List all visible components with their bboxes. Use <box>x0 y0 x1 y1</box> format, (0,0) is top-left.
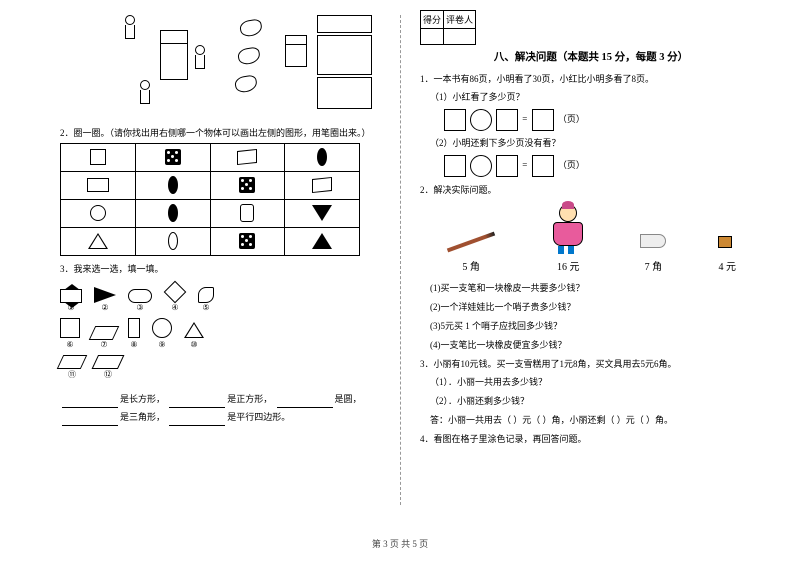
answer-line: 答：小丽一共用去（ ）元（ ）角，小丽还剩（ ）元（ ）角。 <box>430 413 762 426</box>
shape-table <box>60 143 360 256</box>
person-2 <box>195 45 205 69</box>
doll-icon <box>548 204 588 254</box>
blank-a: 是长方形， <box>120 394 165 404</box>
left-column: 2．圈一圈。（请你找出用右侧哪一个物体可以画出左侧的图形，用笔圈出来。） 3．我… <box>30 10 400 520</box>
eq1: = （页） <box>442 109 762 131</box>
shape-row-3: ⑪ ⑫ <box>60 355 392 380</box>
cloud-icon <box>234 74 258 94</box>
q3-text: 3．我来选一选，填一填。 <box>60 262 392 275</box>
label-11: ⑪ <box>60 369 84 380</box>
label-8: ⑧ <box>128 340 140 349</box>
whistle-icon <box>640 234 666 248</box>
q1-2: （2）小明还剩下多少页没有看？ <box>430 136 762 149</box>
item-eraser: 4 元 <box>718 236 736 273</box>
fridge-small <box>160 30 188 80</box>
person-1 <box>125 15 135 39</box>
eq2: = （页） <box>442 155 762 177</box>
label-9: ⑨ <box>152 340 172 349</box>
person-3 <box>140 80 150 104</box>
shape-row-2: ⑥ ⑦ ⑧ ⑨ ⑩ <box>60 318 392 349</box>
blank-b: 是正方形， <box>227 394 272 404</box>
label-2: ② <box>94 303 116 312</box>
q2-1: (1)买一支笔和一块橡皮一共要多少钱？ <box>430 281 762 294</box>
label-5: ⑤ <box>198 303 214 312</box>
fill-blanks: 是长方形， 是正方形， 是圆， 是三角形， 是平行四边形。 <box>60 390 392 426</box>
q2-2: (2)一个洋娃娃比一个哨子贵多少钱？ <box>430 300 762 313</box>
page-divider <box>400 15 402 505</box>
label-12: ⑫ <box>96 369 120 380</box>
q4: 4．看图在格子里涂色记录，再回答问题。 <box>420 432 762 445</box>
cloud-icon <box>237 46 261 66</box>
item-whistle: 7 角 <box>640 234 666 273</box>
blank-c: 是圆， <box>335 394 362 404</box>
score-label: 得分 <box>421 11 444 29</box>
unit-1: （页） <box>558 114 585 124</box>
label-4: ④ <box>164 303 186 312</box>
blank-e: 是平行四边形。 <box>227 412 290 422</box>
price-items: 5 角 16 元 7 角 4 元 <box>420 204 762 273</box>
q3: 3．小丽有10元钱。买一支雪糕用了1元8角，买文具用去5元6角。 <box>420 357 762 370</box>
q3-2: （2）．小丽还剩多少钱？ <box>430 394 762 407</box>
cloud-icon <box>239 18 263 38</box>
q2-text: 2．圈一圈。（请你找出用右侧哪一个物体可以画出左侧的图形，用笔圈出来。） <box>60 126 392 139</box>
item-doll: 16 元 <box>548 204 588 273</box>
blank-d: 是三角形， <box>120 412 165 422</box>
q2-3: (3)5元买 1 个哨子应找回多少钱？ <box>430 319 762 332</box>
label-10: ⑩ <box>184 340 204 349</box>
fridge-mid <box>285 35 307 67</box>
q1-1: （1）小红看了多少页？ <box>430 90 762 103</box>
q3-1: （1）．小丽一共用去多少钱？ <box>430 375 762 388</box>
score-header: 得分 评卷人 <box>420 10 762 45</box>
label-3: ③ <box>128 303 152 312</box>
label-6: ⑥ <box>60 340 80 349</box>
q2: 2．解决实际问题。 <box>420 183 762 196</box>
shape-row-1: ① ② ③ ④ ⑤ <box>60 281 392 312</box>
q2-4: (4)一支笔比一块橡皮便宜多少钱？ <box>430 338 762 351</box>
q1: 1．一本书有86页，小明看了30页，小红比小明多看了8页。 <box>420 72 762 85</box>
scene-illustration <box>60 10 392 120</box>
unit-2: （页） <box>558 160 585 170</box>
page-footer: 第 3 页 共 5 页 <box>0 537 800 550</box>
pencil-icon <box>447 232 495 253</box>
eraser-icon <box>718 236 732 248</box>
marker-label: 评卷人 <box>444 11 476 29</box>
fridge-big <box>317 15 372 115</box>
right-column: 得分 评卷人 八、解决问题（本题共 15 分，每题 3 分） 1．一本书有86页… <box>400 10 770 520</box>
label-7: ⑦ <box>92 340 116 349</box>
item-pencil: 5 角 <box>446 240 496 273</box>
section-title: 八、解决问题（本题共 15 分，每题 3 分） <box>420 49 762 64</box>
